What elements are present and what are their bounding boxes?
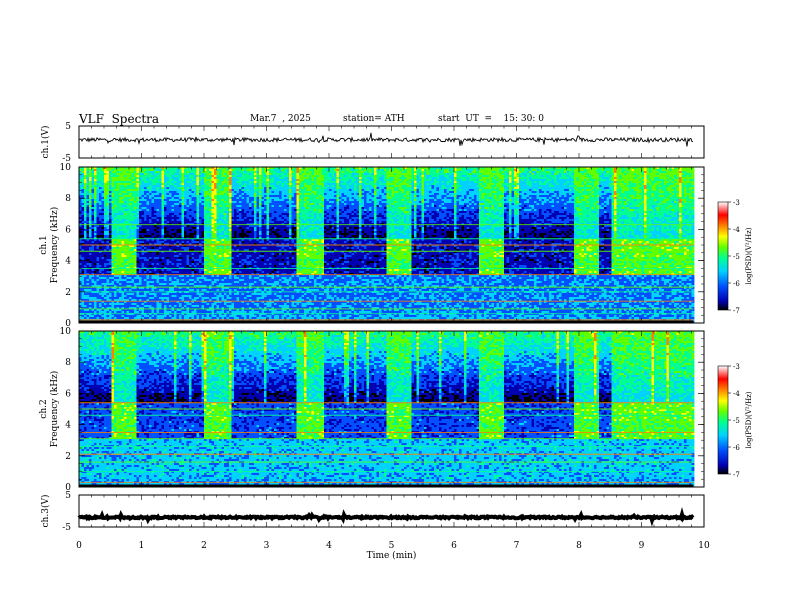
y-axis-label-channel: ch.1 xyxy=(39,235,49,254)
y-axis-label: ch.3(V) xyxy=(40,495,51,528)
y-tick-label: 5 xyxy=(65,491,71,501)
x-tick-label: 8 xyxy=(576,541,582,551)
y-tick-label: 2 xyxy=(65,288,71,298)
waveform-trace-3 xyxy=(79,515,693,521)
colorbar-label: log(PSD)(V²/Hz) xyxy=(745,391,753,448)
colorbar-tick-label: -4 xyxy=(733,390,740,398)
x-tick-label: 6 xyxy=(451,541,457,551)
vlf-figure: 5-5ch.1(V)0246810ch.1 Frequency (kHz)-3-4… xyxy=(0,0,792,612)
colorbar-tick-label: -5 xyxy=(733,253,740,261)
y-tick-label: 6 xyxy=(65,389,71,399)
x-axis-label: Time (min) xyxy=(367,550,417,561)
colorbar-tick-label: -7 xyxy=(733,471,740,479)
y-tick-label: 6 xyxy=(65,225,71,235)
colorbar-tick-label: -6 xyxy=(733,444,740,452)
x-tick-label: 7 xyxy=(514,541,520,551)
y-tick-label: 4 xyxy=(65,257,71,267)
y-axis-label-frequency: Frequency (kHz) xyxy=(49,371,60,448)
y-tick-label: 5 xyxy=(65,122,71,132)
y-tick-label: 4 xyxy=(65,421,71,431)
y-tick-label: -5 xyxy=(62,523,71,533)
y-tick-label: 10 xyxy=(60,163,72,173)
colorbar-label: log(PSD)(V²/Hz) xyxy=(745,227,753,284)
colorbar xyxy=(718,202,728,310)
x-tick-label: 2 xyxy=(201,541,207,551)
x-tick-label: 4 xyxy=(326,541,332,551)
waveform-trace-0 xyxy=(79,133,693,147)
y-tick-label: 10 xyxy=(60,327,72,337)
colorbar-tick-label: -6 xyxy=(733,280,740,288)
y-axis-label: ch.1(V) xyxy=(40,126,51,159)
colorbar-tick-label: -5 xyxy=(733,417,740,425)
colorbar-tick-label: -3 xyxy=(733,363,740,371)
y-tick-label: 8 xyxy=(65,194,71,204)
x-tick-label: 5 xyxy=(389,541,395,551)
y-tick-label: 8 xyxy=(65,358,71,368)
x-tick-label: 10 xyxy=(698,541,710,551)
x-tick-label: 9 xyxy=(639,541,645,551)
colorbar-tick-label: -3 xyxy=(733,199,740,207)
colorbar-tick-label: -7 xyxy=(733,307,740,315)
y-axis-label-channel: ch.2 xyxy=(39,399,49,418)
y-tick-label: 2 xyxy=(65,452,71,462)
x-tick-label: 3 xyxy=(264,541,270,551)
colorbar xyxy=(718,366,728,474)
x-tick-label: 0 xyxy=(76,541,82,551)
y-axis-label-frequency: Frequency (kHz) xyxy=(49,207,60,284)
colorbar-tick-label: -4 xyxy=(733,226,740,234)
x-tick-label: 1 xyxy=(139,541,145,551)
